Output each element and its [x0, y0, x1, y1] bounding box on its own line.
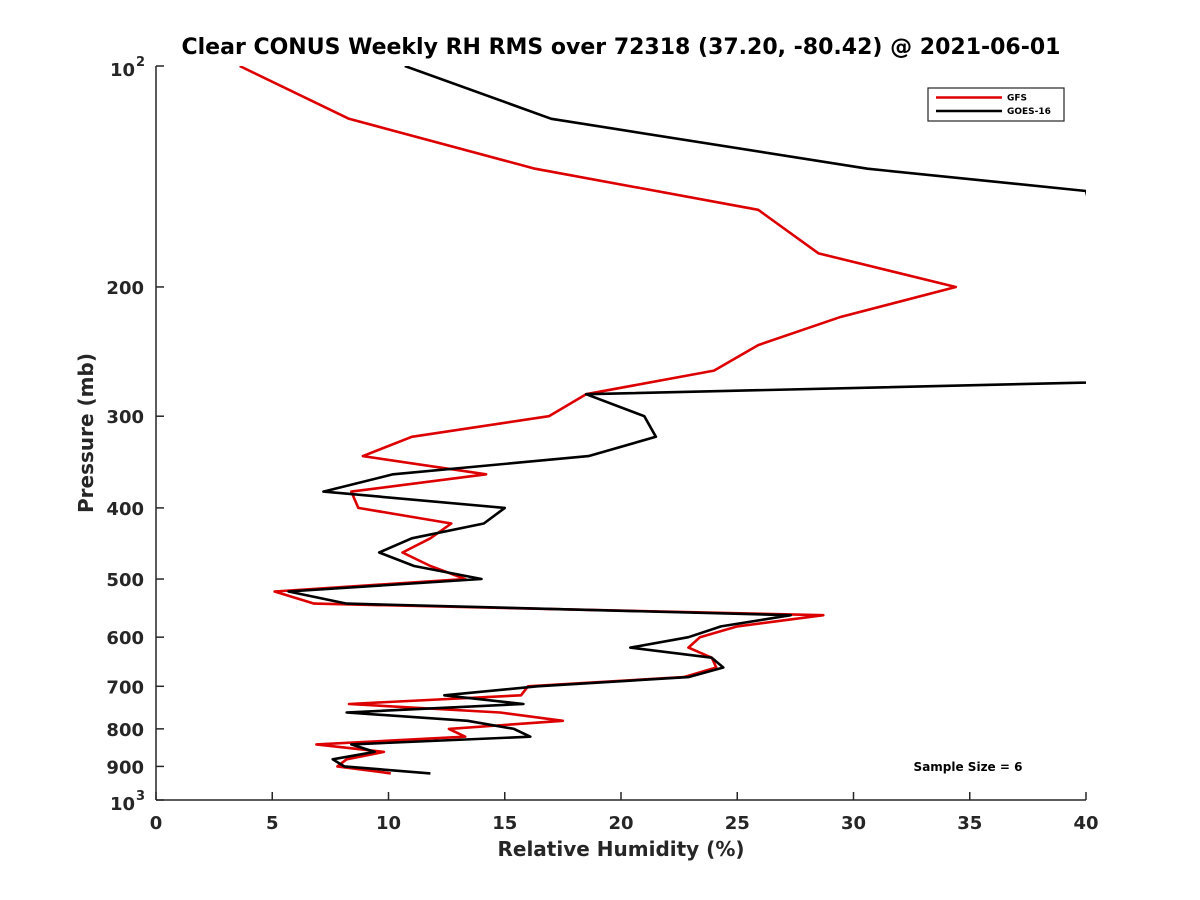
sample-size-note: Sample Size = 6	[914, 760, 1023, 774]
x-tick-label: 10	[376, 813, 401, 834]
y-tick-label: 500	[106, 570, 144, 591]
chart-title: Clear CONUS Weekly RH RMS over 72318 (37…	[182, 35, 1061, 60]
x-tick-label: 35	[957, 813, 982, 834]
x-tick-label: 30	[841, 813, 866, 834]
y-tick-exponent: 3	[136, 789, 145, 804]
y-tick-label: 900	[106, 757, 144, 778]
x-tick-label: 0	[150, 813, 163, 834]
x-tick-label: 40	[1073, 813, 1098, 834]
series-layer	[239, 66, 1086, 775]
legend-label-goes16: GOES-16	[1007, 107, 1051, 117]
x-ticks: 0 5 10 15 20 25 30 35 40	[150, 792, 1099, 834]
legend: GFS GOES-16	[927, 87, 1065, 122]
x-tick-label: 5	[266, 813, 279, 834]
y-tick-label: 700	[106, 677, 144, 698]
y-tick-label: 10	[110, 60, 135, 81]
x-tick-label: 15	[492, 813, 517, 834]
y-tick-label: 600	[106, 628, 144, 649]
legend-box	[927, 87, 1065, 122]
y-tick-label: 10	[110, 794, 135, 815]
legend-label-gfs: GFS	[1007, 94, 1027, 104]
x-tick-label: 25	[725, 813, 750, 834]
x-tick-label: 20	[608, 813, 633, 834]
y-tick-label: 300	[106, 407, 144, 428]
y-axis-label: Pressure (mb)	[74, 353, 98, 513]
plot-area	[156, 66, 1086, 800]
series-line-goes16	[287, 66, 1086, 775]
x-axis-label: Relative Humidity (%)	[497, 837, 744, 861]
y-tick-exponent: 2	[136, 55, 145, 70]
y-tick-label: 800	[106, 720, 144, 741]
y-tick-label: 200	[106, 278, 144, 299]
y-tick-label: 400	[106, 499, 144, 520]
